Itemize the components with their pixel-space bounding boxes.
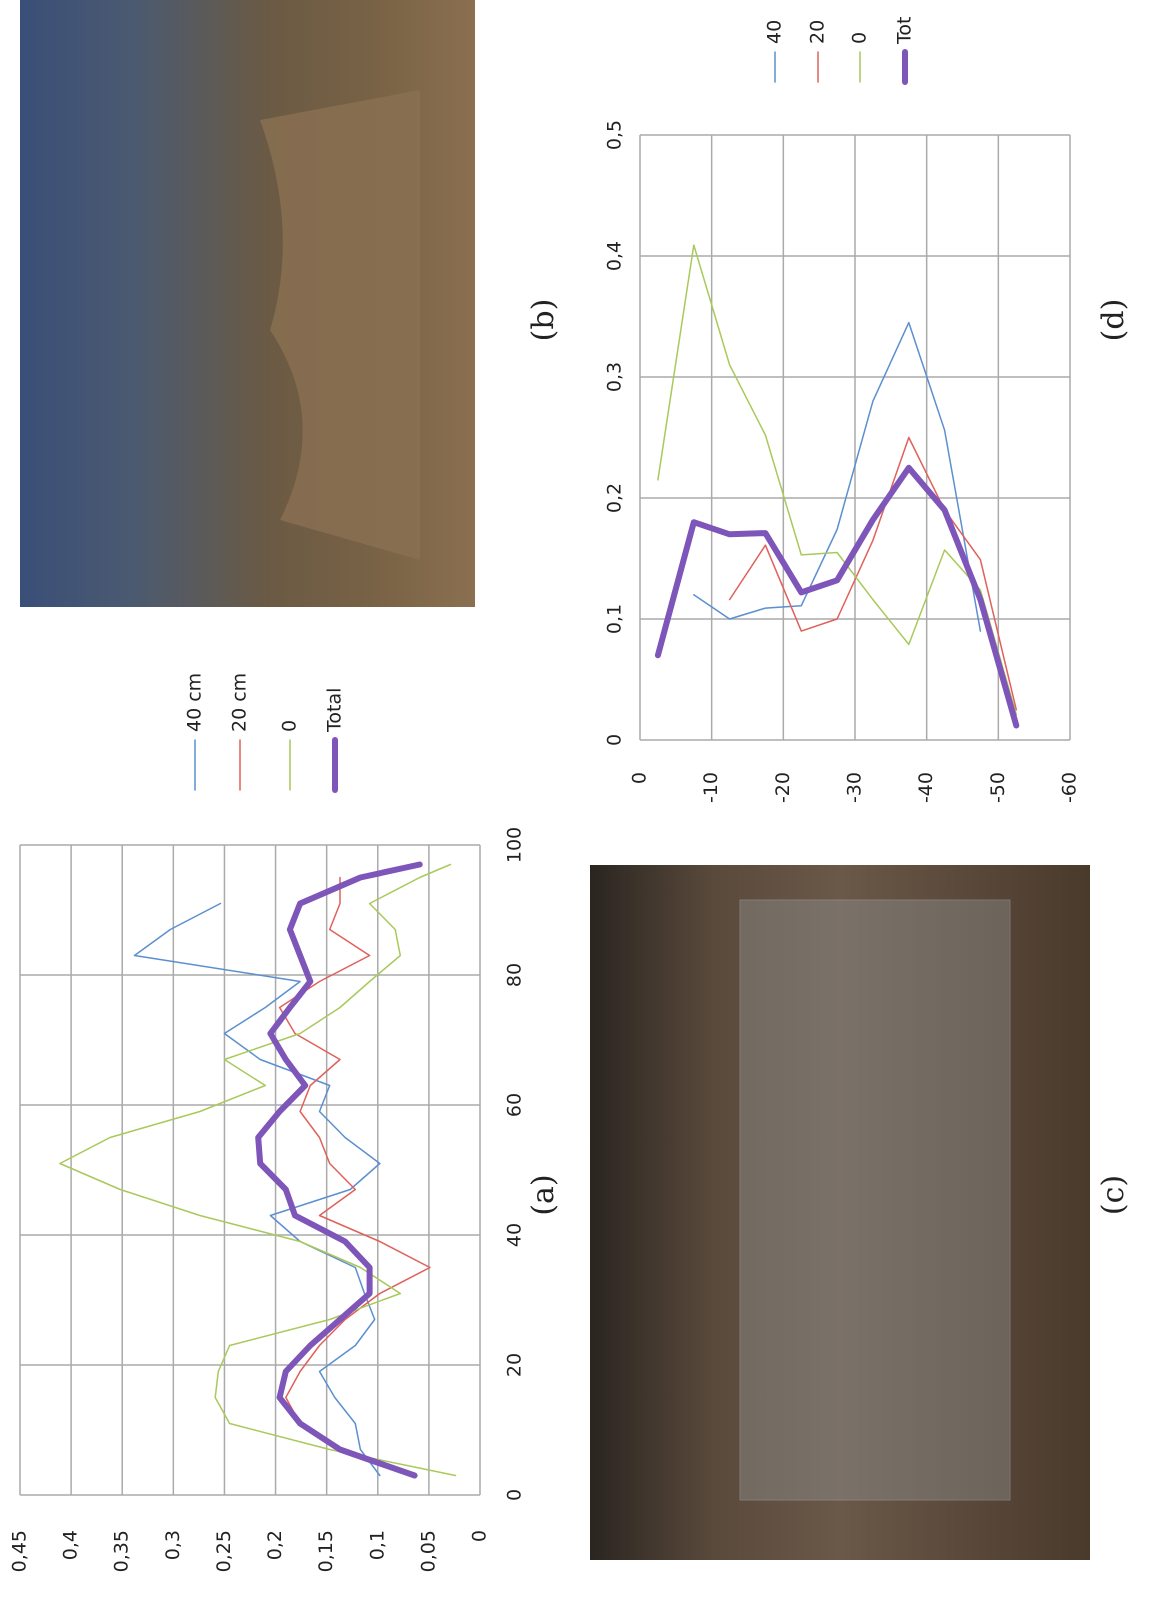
y-tick-label: 0,2	[264, 1530, 286, 1560]
y-tick-label: 0,3	[604, 362, 626, 392]
y-tick-label: 0	[604, 734, 626, 746]
y-tick-label: 0,15	[315, 1530, 337, 1572]
series-line	[255, 861, 423, 1479]
photo-rhizotron	[590, 865, 1090, 1560]
y-tick-label: 0,05	[417, 1530, 439, 1572]
y-tick-label: 0,1	[604, 604, 626, 634]
x-tick-label: -20	[772, 772, 794, 803]
photo-ridge	[260, 90, 420, 560]
legend-label: 20	[807, 20, 829, 44]
x-tick-label: -10	[700, 772, 722, 803]
series-line	[59, 863, 457, 1477]
x-tick-label: -40	[915, 772, 937, 803]
x-tick-label: 60	[504, 1093, 526, 1117]
series-line	[278, 876, 431, 1451]
x-tick-label: 100	[504, 827, 526, 863]
x-tick-label: -30	[844, 772, 866, 803]
legend-label: 0	[279, 720, 301, 732]
y-tick-label: 0,4	[60, 1530, 82, 1560]
caption: (b)	[526, 299, 561, 342]
y-tick-label: 0,1	[366, 1530, 388, 1560]
y-tick-label: 0,25	[213, 1530, 235, 1572]
series-line	[693, 321, 982, 632]
x-tick-label: -60	[1059, 772, 1081, 803]
legend-label: 20 cm	[229, 673, 251, 732]
legend-label: Total	[324, 688, 346, 733]
photo-glass-panel	[739, 899, 1011, 1501]
legend-label: 40 cm	[184, 673, 206, 732]
legend-label: Tot	[894, 17, 916, 45]
y-tick-label: 0,3	[162, 1530, 184, 1560]
series-line	[728, 436, 1018, 711]
y-tick-label: 0,2	[604, 483, 626, 513]
caption: (d)	[1096, 299, 1131, 342]
series-line	[654, 464, 1020, 729]
x-tick-label: 40	[504, 1223, 526, 1247]
y-tick-label: 0,5	[604, 120, 626, 150]
x-tick-label: 20	[504, 1353, 526, 1377]
caption: (a)	[526, 1174, 561, 1215]
y-tick-label: 0,45	[9, 1530, 31, 1572]
x-tick-label: 80	[504, 963, 526, 987]
series-line	[133, 902, 381, 1477]
legend-label: 0	[849, 32, 871, 44]
x-tick-label: 0	[629, 772, 651, 784]
y-tick-label: 0	[469, 1530, 491, 1542]
y-tick-label: 0,4	[604, 241, 626, 271]
legend-label: 40	[764, 20, 786, 44]
x-tick-label: 0	[504, 1489, 526, 1501]
series-line	[657, 244, 1018, 716]
caption: (c)	[1096, 1175, 1131, 1215]
y-tick-label: 0,35	[111, 1530, 133, 1572]
x-tick-label: -50	[987, 772, 1009, 803]
